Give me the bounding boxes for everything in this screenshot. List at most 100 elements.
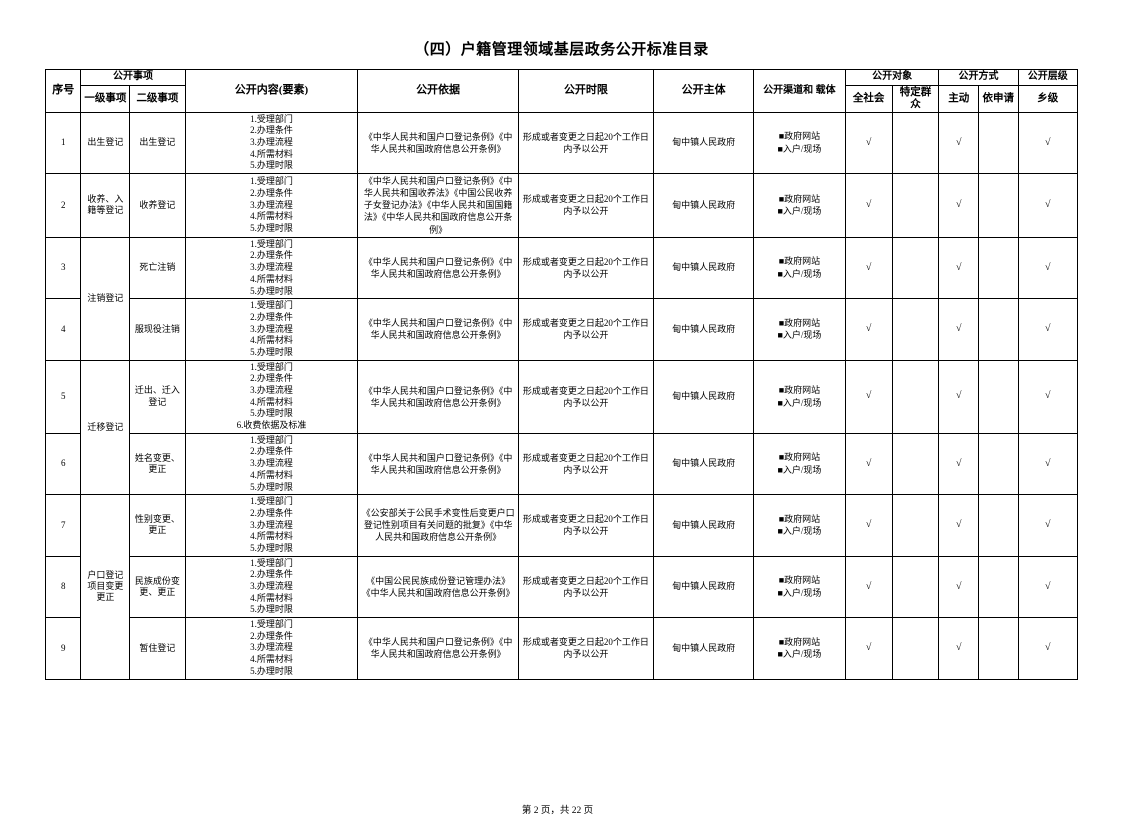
- cell-level2: 出生登记: [129, 111, 186, 175]
- cell-method-request: [978, 111, 1019, 175]
- cell-method-active: √: [938, 111, 980, 175]
- cell-basis: 《中华人民共和国户口登记条例》《中华人民共和国政府信息公开条例》: [357, 432, 519, 496]
- cell-content: 1.受理部门 2.办理条件 3.办理流程 4.所需材料 5.办理时限 6.收费依据及标准: [184, 359, 359, 434]
- cell-channel: ■政府网站 ■入户/现场: [753, 555, 846, 619]
- content-line: 3.办理流程: [250, 323, 293, 334]
- content-line: 1.受理部门: [250, 300, 293, 311]
- header-level: 公开层级: [1017, 69, 1079, 86]
- content-line: 5.办理时限: [250, 160, 293, 171]
- content-line: 3.办理流程: [250, 199, 293, 210]
- cell-subject: 甸中镇人民政府: [653, 617, 755, 680]
- cell-audience-group: [891, 236, 940, 300]
- cell-method-request: [978, 298, 1019, 361]
- cell-subject: 甸中镇人民政府: [653, 236, 755, 300]
- channel-line: ■入户/现场: [777, 330, 822, 341]
- cell-deadline: 形成或者变更之日起20个工作日内予以公开: [517, 236, 655, 300]
- table-row: 8 民族成份变更、更正 1.受理部门 2.办理条件 3.办理流程 4.所需材料 5.办理时限…: [44, 555, 1079, 619]
- cell-method-request: [978, 359, 1019, 434]
- cell-deadline: 形成或者变更之日起20个工作日内予以公开: [517, 111, 655, 175]
- document-page: （四）户籍管理领域基层政务公开标准目录 序号 公开事项 公开内容(要素) 公开依…: [0, 38, 1123, 832]
- content-line: 3.办理流程: [250, 385, 293, 396]
- cell-audience-group: [891, 555, 940, 619]
- header-level1: 一级事项: [80, 84, 131, 113]
- channel-line: ■政府网站: [778, 513, 821, 524]
- header-method-request: 依申请: [978, 84, 1019, 113]
- cell-channel: ■政府网站 ■入户/现场: [753, 298, 846, 361]
- content-line: 3.办理流程: [250, 458, 293, 469]
- cell-basis: 《中华人民共和国户口登记条例》《中华人民共和国政府信息公开条例》: [357, 298, 519, 361]
- table-row: 2 收养、入籍等登记 收养登记 1.受理部门 2.办理条件 3.办理流程 4.所需材料 5.办…: [44, 173, 1079, 238]
- cell-basis: 《中国公民民族成份登记管理办法》《中华人民共和国政府信息公开条例》: [357, 555, 519, 619]
- cell-level1: 迁移登记: [80, 359, 131, 496]
- cell-audience-all: √: [844, 111, 893, 175]
- cell-content: 1.受理部门 2.办理条件 3.办理流程 4.所需材料 5.办理时限: [184, 617, 359, 680]
- content-line: 5.办理时限: [250, 481, 293, 492]
- cell-level1: 注销登记: [80, 236, 131, 361]
- channel-line: ■政府网站: [778, 575, 821, 586]
- cell-deadline: 形成或者变更之日起20个工作日内予以公开: [517, 555, 655, 619]
- cell-basis: 《中华人民共和国户口登记条例》《中华人民共和国政府信息公开条例》: [357, 111, 519, 175]
- content-line: 5.办理时限: [250, 408, 293, 419]
- cell-audience-all: √: [844, 359, 893, 434]
- cell-seq: 3: [44, 236, 82, 300]
- cell-seq: 8: [44, 555, 82, 619]
- channel-line: ■入户/现场: [777, 587, 822, 598]
- channel-line: ■入户/现场: [777, 143, 822, 154]
- table-row: 4 服现役注销 1.受理部门 2.办理条件 3.办理流程 4.所需材料 5.办理时限 《中华人…: [44, 298, 1079, 361]
- cell-method-active: √: [938, 555, 980, 619]
- page-title: （四）户籍管理领域基层政务公开标准目录: [414, 42, 709, 58]
- content-line: 6.收费依据及标准: [236, 420, 307, 431]
- header-level2: 二级事项: [129, 84, 186, 113]
- cell-level-town: √: [1017, 432, 1079, 496]
- cell-subject: 甸中镇人民政府: [653, 494, 755, 557]
- cell-level-town: √: [1017, 298, 1079, 361]
- cell-level-town: √: [1017, 617, 1079, 680]
- content-line: 2.办理条件: [250, 250, 293, 261]
- content-line: 4.所需材料: [250, 654, 293, 665]
- content-line: 3.办理流程: [250, 642, 293, 653]
- channel-line: ■政府网站: [778, 193, 821, 204]
- cell-method-active: √: [938, 298, 980, 361]
- cell-audience-all: √: [844, 173, 893, 238]
- cell-method-request: [978, 617, 1019, 680]
- channel-line: ■政府网站: [778, 256, 821, 267]
- header-channel: 公开渠道和 载体: [753, 69, 846, 113]
- cell-seq: 7: [44, 494, 82, 557]
- channel-line: ■政府网站: [778, 131, 821, 142]
- cell-level1: 出生登记: [80, 111, 131, 175]
- cell-deadline: 形成或者变更之日起20个工作日内予以公开: [517, 617, 655, 680]
- table-body: 1 出生登记 出生登记 1.受理部门 2.办理条件 3.办理流程 4.所需材料 5.办理时限《…: [44, 111, 1079, 680]
- cell-content: 1.受理部门 2.办理条件 3.办理流程 4.所需材料 5.办理时限: [184, 494, 359, 557]
- cell-channel: ■政府网站 ■入户/现场: [753, 173, 846, 238]
- header-subject: 公开主体: [653, 69, 755, 113]
- cell-level-town: √: [1017, 359, 1079, 434]
- channel-line: ■政府网站: [778, 317, 821, 328]
- content-line: 4.所需材料: [250, 148, 293, 159]
- cell-deadline: 形成或者变更之日起20个工作日内予以公开: [517, 494, 655, 557]
- cell-level2: 服现役注销: [129, 298, 186, 361]
- content-line: 2.办理条件: [250, 569, 293, 580]
- cell-basis: 《中华人民共和国户口登记条例》《中华人民共和国收养法》《中国公民收养子女登记办法…: [357, 173, 519, 238]
- table-row: 6 姓名变更、更正 1.受理部门 2.办理条件 3.办理流程 4.所需材料 5.办理时限 《中…: [44, 432, 1079, 496]
- header-method-active: 主动: [938, 84, 980, 113]
- cell-seq: 5: [44, 359, 82, 434]
- cell-seq: 9: [44, 617, 82, 680]
- header-audience-group: 特定群众: [891, 84, 940, 113]
- cell-seq: 4: [44, 298, 82, 361]
- channel-line: ■入户/现场: [777, 206, 822, 217]
- page-footer: 第 2 页，共 22 页: [0, 802, 1123, 816]
- cell-method-active: √: [938, 359, 980, 434]
- cell-audience-group: [891, 432, 940, 496]
- content-line: 2.办理条件: [250, 125, 293, 136]
- content-line: 2.办理条件: [250, 187, 293, 198]
- content-line: 1.受理部门: [250, 557, 293, 568]
- cell-channel: ■政府网站 ■入户/现场: [753, 236, 846, 300]
- table-row: 1 出生登记 出生登记 1.受理部门 2.办理条件 3.办理流程 4.所需材料 5.办理时限《…: [44, 111, 1079, 175]
- cell-basis: 《中华人民共和国户口登记条例》《中华人民共和国政府信息公开条例》: [357, 236, 519, 300]
- channel-line: ■入户/现场: [777, 649, 822, 660]
- cell-deadline: 形成或者变更之日起20个工作日内予以公开: [517, 298, 655, 361]
- channel-line: ■入户/现场: [777, 464, 822, 475]
- cell-method-request: [978, 236, 1019, 300]
- content-line: 1.受理部门: [250, 113, 293, 124]
- cell-subject: 甸中镇人民政府: [653, 359, 755, 434]
